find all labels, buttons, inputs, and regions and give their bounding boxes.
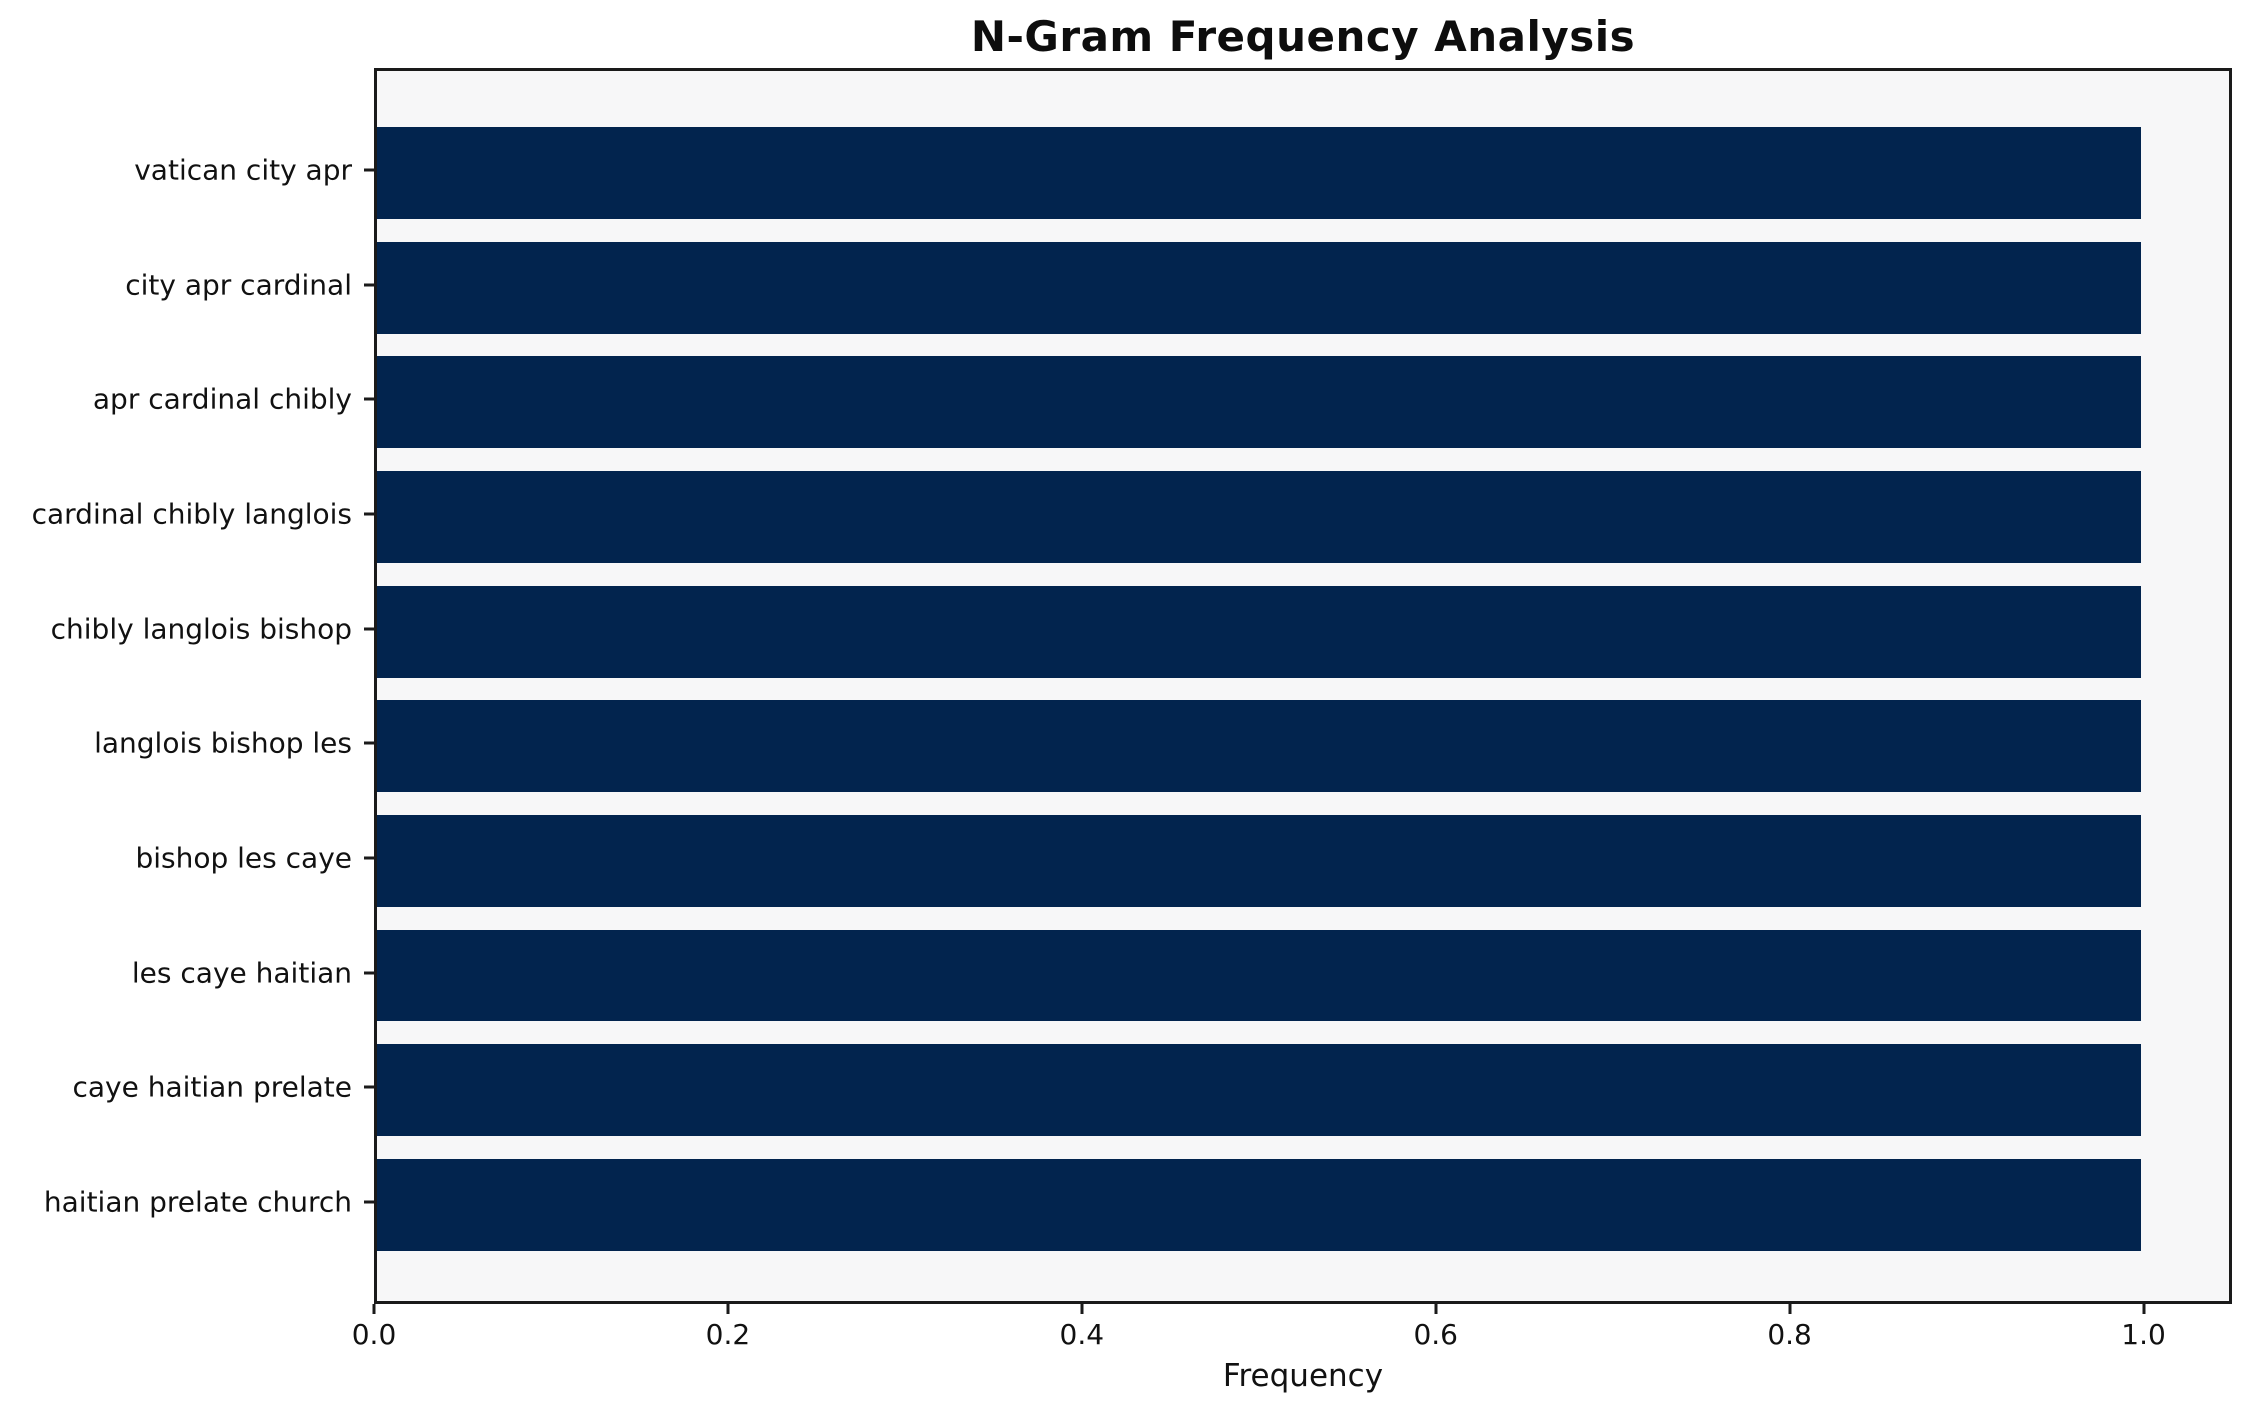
x-tick-label: 0.0 xyxy=(351,1318,397,1351)
x-tick-mark xyxy=(1434,1304,1438,1314)
y-tick-mark xyxy=(364,397,374,401)
x-tick-mark xyxy=(372,1304,376,1314)
y-tick-mark xyxy=(364,627,374,631)
bar xyxy=(377,815,2141,907)
y-tick-label: chibly langlois bishop xyxy=(50,612,352,646)
x-axis-label: Frequency xyxy=(1222,1358,1384,1394)
x-tick-label: 0.8 xyxy=(1767,1318,1812,1351)
y-tick-label: city apr cardinal xyxy=(125,268,352,302)
y-tick-label: bishop les caye xyxy=(135,841,352,875)
x-tick-label: 0.6 xyxy=(1413,1318,1458,1351)
y-tick-mark xyxy=(364,1085,374,1089)
x-tick-label: 0.4 xyxy=(1059,1318,1105,1351)
bar xyxy=(377,929,2141,1022)
y-tick-mark xyxy=(364,741,374,745)
x-tick-mark xyxy=(726,1304,730,1314)
y-tick-label: cardinal chibly langlois xyxy=(31,497,352,531)
y-tick-label: les caye haitian xyxy=(131,956,352,990)
y-tick-mark xyxy=(364,283,374,287)
y-tick-label: apr cardinal chibly xyxy=(92,382,352,416)
y-tick-mark xyxy=(364,168,374,172)
y-tick-label: caye haitian prelate xyxy=(72,1070,352,1104)
x-tick-mark xyxy=(2142,1304,2146,1314)
bar xyxy=(377,356,2141,449)
bar xyxy=(377,1044,2141,1137)
y-tick-label: haitian prelate church xyxy=(43,1185,352,1219)
bar xyxy=(377,585,2141,678)
y-tick-label: vatican city apr xyxy=(134,153,352,187)
y-tick-mark xyxy=(364,971,374,975)
plot-area xyxy=(374,68,2232,1304)
y-tick-mark xyxy=(364,856,374,860)
bar xyxy=(377,127,2141,219)
y-tick-label: langlois bishop les xyxy=(94,726,352,760)
y-tick-mark xyxy=(364,1200,374,1204)
bar xyxy=(377,700,2141,793)
bar xyxy=(377,1159,2141,1251)
x-tick-mark xyxy=(1788,1304,1792,1314)
bar xyxy=(377,241,2141,334)
y-tick-mark xyxy=(364,512,374,516)
x-tick-mark xyxy=(1080,1304,1084,1314)
chart-title: N-Gram Frequency Analysis xyxy=(970,12,1636,61)
x-tick-label: 1.0 xyxy=(2121,1318,2166,1351)
x-tick-label: 0.2 xyxy=(705,1318,751,1351)
bar xyxy=(377,471,2141,563)
